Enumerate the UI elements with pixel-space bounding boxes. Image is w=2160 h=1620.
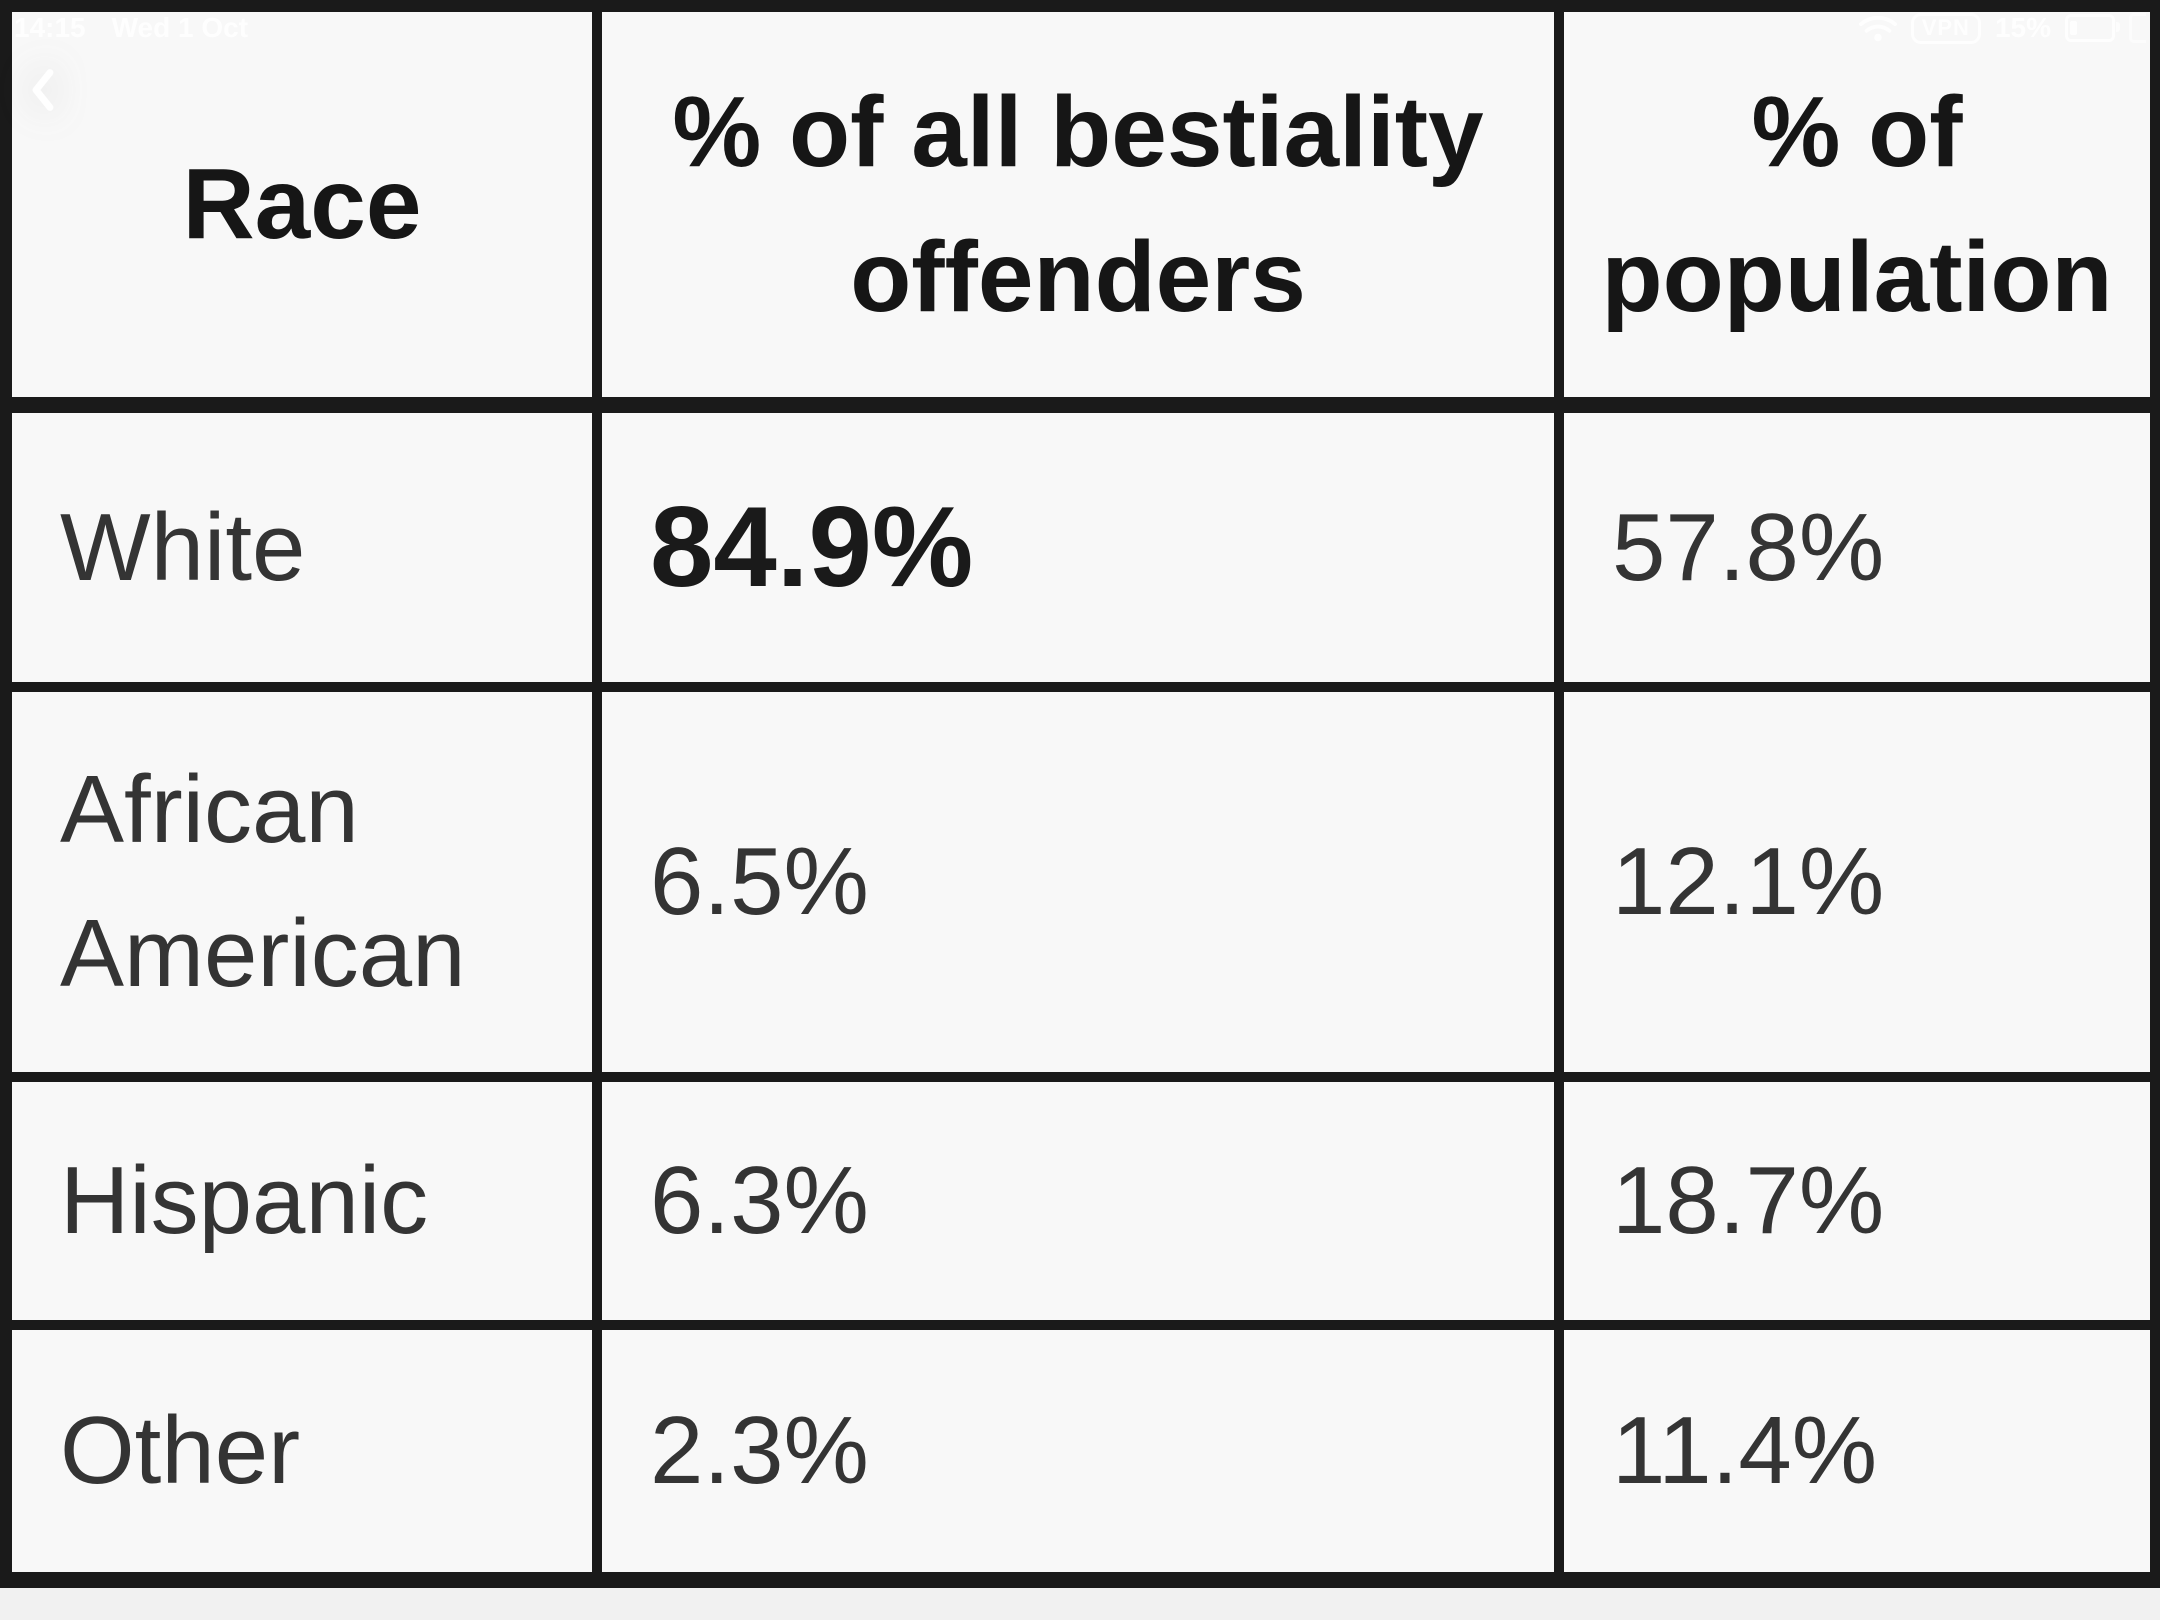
- cell-offenders-african-american: 6.5%: [650, 828, 869, 935]
- cell-offenders-other: 2.3%: [650, 1397, 869, 1504]
- row-divider: [12, 1072, 2150, 1082]
- row-divider: [12, 1320, 2150, 1330]
- header-population: % of population: [1601, 75, 2113, 333]
- chevron-left-icon: [32, 69, 54, 111]
- header-separator: [12, 397, 2150, 413]
- cell-offenders-white: 84.9%: [650, 484, 974, 611]
- cell-race-white: White: [60, 493, 306, 601]
- header-race: Race: [182, 148, 422, 260]
- column-divider: [1554, 12, 1564, 1572]
- cell-race-hispanic: Hispanic: [60, 1147, 429, 1254]
- back-button[interactable]: [30, 60, 90, 120]
- row-divider: [12, 682, 2150, 692]
- cell-offenders-hispanic: 6.3%: [650, 1147, 869, 1254]
- cell-population-other: 11.4%: [1612, 1397, 1878, 1504]
- cell-race-other: Other: [60, 1397, 301, 1504]
- cell-race-african-american: African American: [60, 756, 466, 1007]
- cell-population-african-american: 12.1%: [1612, 828, 1885, 935]
- header-offenders: % of all bestiality offenders: [672, 75, 1484, 333]
- bottom-margin-strip: [0, 1588, 2160, 1620]
- cell-population-hispanic: 18.7%: [1612, 1147, 1885, 1254]
- cell-population-white: 57.8%: [1612, 493, 1885, 601]
- column-divider: [592, 12, 602, 1572]
